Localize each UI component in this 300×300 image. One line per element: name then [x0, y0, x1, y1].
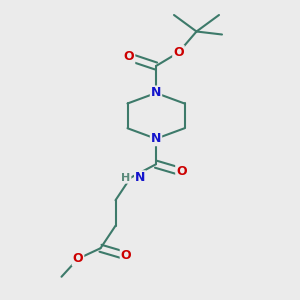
Text: O: O	[173, 46, 184, 59]
Text: N: N	[151, 132, 161, 145]
Text: O: O	[73, 252, 83, 265]
Text: N: N	[135, 171, 146, 184]
Text: O: O	[121, 249, 131, 262]
Text: N: N	[151, 86, 161, 100]
Text: H: H	[121, 173, 130, 183]
Text: O: O	[124, 50, 134, 64]
Text: O: O	[176, 165, 187, 178]
